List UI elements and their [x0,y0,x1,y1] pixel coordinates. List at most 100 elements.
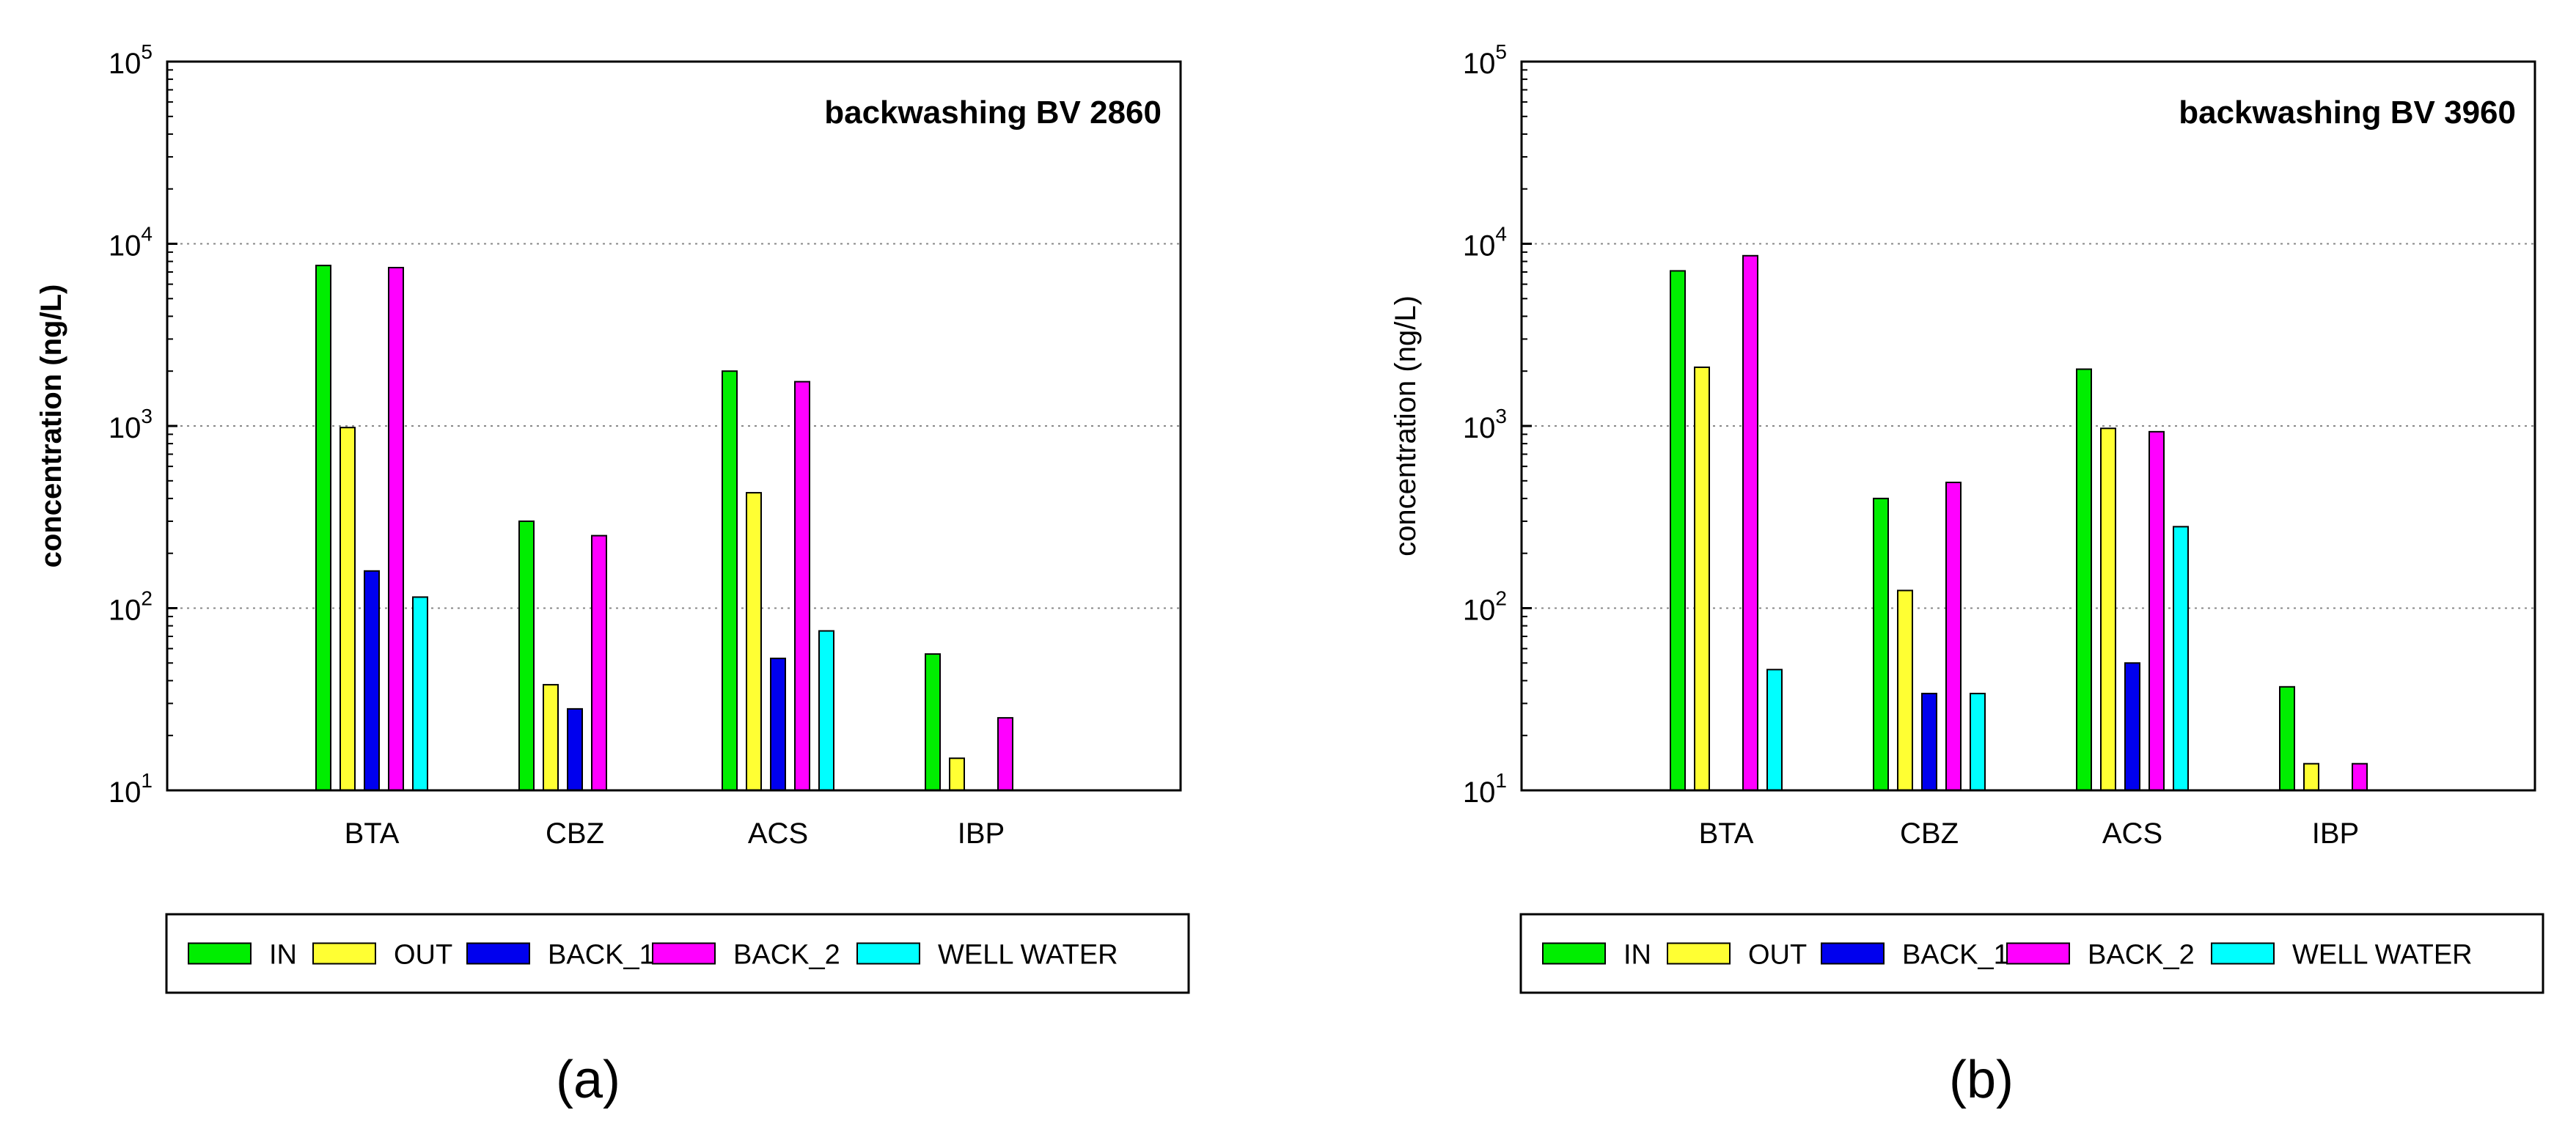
legend-swatch-out [1667,942,1731,965]
legend-swatch-in [188,942,252,965]
y-tick-exponent: 5 [1495,40,1507,63]
x-tick-label: IBP [958,817,1005,850]
y-tick-label: 101 [109,769,153,809]
legend-swatch-back_2 [2006,942,2070,965]
legend-label: BACK_2 [733,940,840,971]
y-tick-label: 105 [109,40,153,80]
bar-back_2-cbz [591,534,607,791]
bar-well-water-acs [2173,526,2189,791]
y-tick-exponent: 5 [141,40,153,63]
x-tick-label: ACS [748,817,808,850]
bar-in-bta [1670,270,1686,792]
bar-out-acs [746,492,762,791]
bar-back_2-acs [2148,430,2165,791]
panel-label: (b) [1949,1051,2014,1109]
bar-out-ibp [2303,762,2319,791]
y-tick-exponent: 4 [141,223,153,246]
y-tick-label: 103 [1463,405,1507,444]
bar-in-ibp [925,653,941,791]
legend-label: IN [1623,940,1651,971]
bar-back_2-bta [388,266,404,791]
legend-swatch-back_2 [652,942,716,965]
y-tick-label: 102 [109,587,153,627]
chart-panel-a: BTA CBZ ACS IBP101102103104105concentration… [35,40,1190,1109]
legend-label: BACK_1 [548,940,655,971]
bar-back_2-ibp [997,717,1013,791]
x-tick-label: BTA [1699,817,1754,850]
legend-label: OUT [394,940,452,971]
chart-annotation: backwashing BV 2860 [824,95,1162,131]
y-tick-exponent: 2 [141,587,153,610]
legend-label: BACK_1 [1902,940,2009,971]
bar-in-acs [2076,368,2092,791]
x-tick-label: BTA [345,817,400,850]
bar-back_2-cbz [1945,481,1962,791]
bar-in-cbz [518,520,535,791]
y-axis-label: concentration (ng/L) [1390,295,1422,556]
x-tick-label: ACS [2102,817,2162,850]
y-tick-base: 10 [1463,230,1496,262]
y-tick-exponent: 4 [1495,223,1507,246]
legend-swatch-back_1 [466,942,530,965]
y-tick-exponent: 1 [141,769,153,792]
legend-label: WELL WATER [938,940,1118,971]
bar-in-cbz [1873,497,1889,792]
bar-well-water-acs [818,630,834,792]
y-tick-base: 10 [1463,595,1496,627]
bar-back_1-acs [2124,662,2140,792]
bar-back_2-bta [1742,254,1758,791]
bar-back_2-acs [794,381,810,791]
bar-in-ibp [2279,686,2295,792]
legend-swatch-well-water [856,942,920,965]
y-tick-exponent: 1 [1495,769,1507,792]
y-tick-base: 10 [109,776,142,809]
legend-label: WELL WATER [2292,940,2473,971]
x-tick-label: CBZ [546,817,604,850]
bar-out-cbz [1897,589,1913,791]
legend-swatch-back_1 [1821,942,1885,965]
y-tick-exponent: 3 [1495,405,1507,427]
bar-back_1-acs [770,658,786,792]
y-axis-label: concentration (ng/L) [35,284,67,568]
y-tick-base: 10 [109,230,142,262]
bar-in-bta [315,265,331,792]
y-tick-base: 10 [1463,48,1496,80]
legend-swatch-in [1542,942,1606,965]
bar-out-acs [2100,427,2116,791]
y-tick-label: 102 [1463,587,1507,627]
bar-out-bta [340,427,356,791]
bar-back_1-cbz [1921,692,1937,791]
x-tick-label: CBZ [1900,817,1959,850]
panel-label: (a) [556,1051,620,1109]
y-tick-exponent: 3 [141,405,153,427]
bar-well-water-bta [1766,669,1783,792]
y-tick-label: 101 [1463,769,1507,809]
y-tick-base: 10 [109,48,142,80]
bar-back_2-ibp [2352,762,2368,791]
bar-out-bta [1694,366,1710,791]
x-tick-label: IBP [2312,817,2359,850]
y-tick-base: 10 [1463,776,1496,809]
legend-label: BACK_2 [2088,940,2195,971]
chart-annotation: backwashing BV 3960 [2179,95,2516,131]
bar-well-water-bta [412,596,428,791]
bar-back_1-bta [364,570,380,791]
bar-in-acs [722,370,738,791]
y-tick-base: 10 [1463,412,1496,444]
y-tick-label: 104 [109,223,153,262]
y-tick-label: 103 [109,405,153,444]
legend-label: OUT [1748,940,1807,971]
bar-out-ibp [949,757,965,792]
y-tick-exponent: 2 [1495,587,1507,610]
chart-panel-b: BTA CBZ ACS IBP101102103104105concentration… [1390,40,2544,1109]
y-tick-base: 10 [109,595,142,627]
bar-out-cbz [543,683,559,791]
legend-swatch-well-water [2211,942,2275,965]
y-tick-base: 10 [109,412,142,444]
y-tick-label: 104 [1463,223,1507,262]
bar-back_1-cbz [567,708,583,791]
bar-well-water-cbz [1970,692,1986,791]
legend-label: IN [269,940,297,971]
legend-swatch-out [312,942,376,965]
